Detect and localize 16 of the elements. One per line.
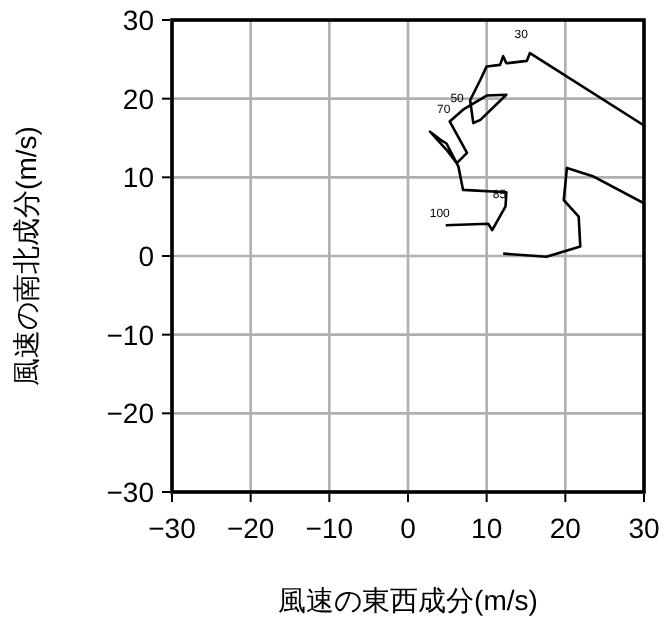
y-tick-label: 0 xyxy=(138,240,155,272)
x-tick-label: −30 xyxy=(148,512,197,544)
y-tick-label: 30 xyxy=(122,4,155,36)
y-tick-label: −30 xyxy=(106,476,155,508)
x-tick-label: −20 xyxy=(226,512,275,544)
x-tick-label: −10 xyxy=(305,512,354,544)
y-tick-label: 20 xyxy=(122,82,155,115)
y-tick-label: −10 xyxy=(106,318,155,351)
x-tick-label: 20 xyxy=(549,512,582,544)
x-tick-label: 0 xyxy=(400,512,417,544)
x-axis-title: 風速の東西成分(m/s) xyxy=(278,584,538,616)
y-tick-label: 10 xyxy=(122,161,155,194)
y-tick-label: −20 xyxy=(106,397,155,430)
x-tick-label: 10 xyxy=(471,512,503,544)
x-tick-label: 30 xyxy=(628,512,660,544)
y-axis-title: 風速の南北成分(m/s) xyxy=(10,126,42,386)
